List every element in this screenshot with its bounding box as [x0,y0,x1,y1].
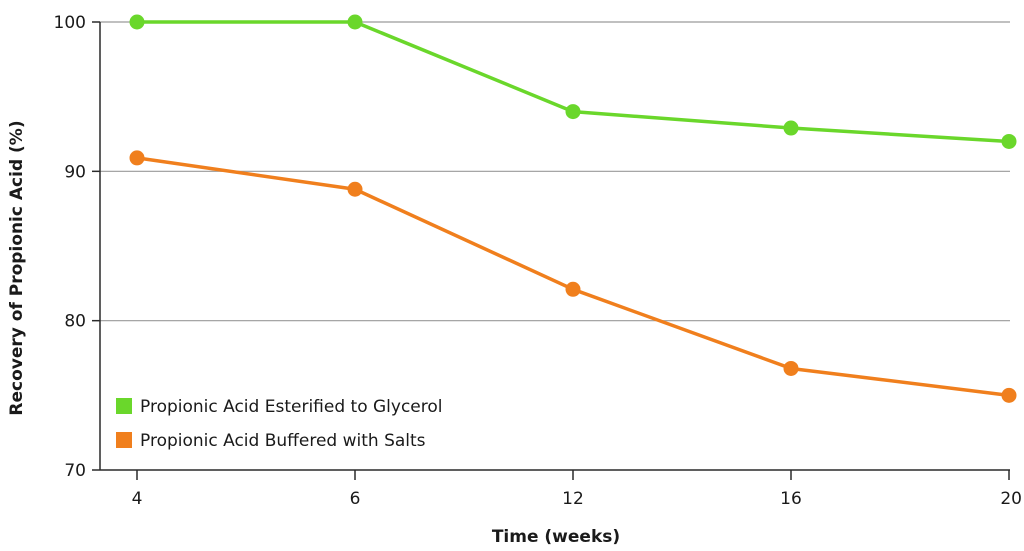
series-line [135,20,1011,144]
y-tick-label: 70 [64,461,86,481]
legend-label: Propionic Acid Esterified to Glycerol [140,397,443,417]
x-tick-label: 20 [1000,489,1022,509]
data-point [347,181,363,197]
series-1 [129,14,1017,149]
legend-label: Propionic Acid Buffered with Salts [140,431,426,451]
legend-swatch [116,398,132,414]
x-tick-label: 16 [780,489,802,509]
data-point [1001,387,1017,403]
data-point [1001,133,1017,149]
x-tick-label: 4 [132,489,143,509]
data-point [783,360,799,376]
data-point [565,281,581,297]
legend: Propionic Acid Esterified to Glycerol Pro… [116,397,443,451]
x-tick-label: 6 [350,489,361,509]
axes [92,21,1010,480]
data-point [783,120,799,136]
x-tick-labels: 4 6 12 16 20 [132,489,1022,509]
y-tick-label: 100 [54,13,86,33]
data-point [565,104,581,120]
data-point [129,14,145,30]
data-point [347,14,363,30]
y-tick-label: 80 [64,312,86,332]
y-tick-labels: 70 80 90 100 [54,13,86,481]
series-line [135,156,1011,398]
x-tick-label: 12 [562,489,584,509]
y-tick-label: 90 [64,162,86,182]
legend-swatch [116,432,132,448]
data-series [129,14,1017,403]
data-point [129,150,145,166]
y-axis-title: Recovery of Propionic Acid (%) [7,120,27,415]
series-2 [129,150,1017,403]
x-axis-title: Time (weeks) [492,527,620,547]
